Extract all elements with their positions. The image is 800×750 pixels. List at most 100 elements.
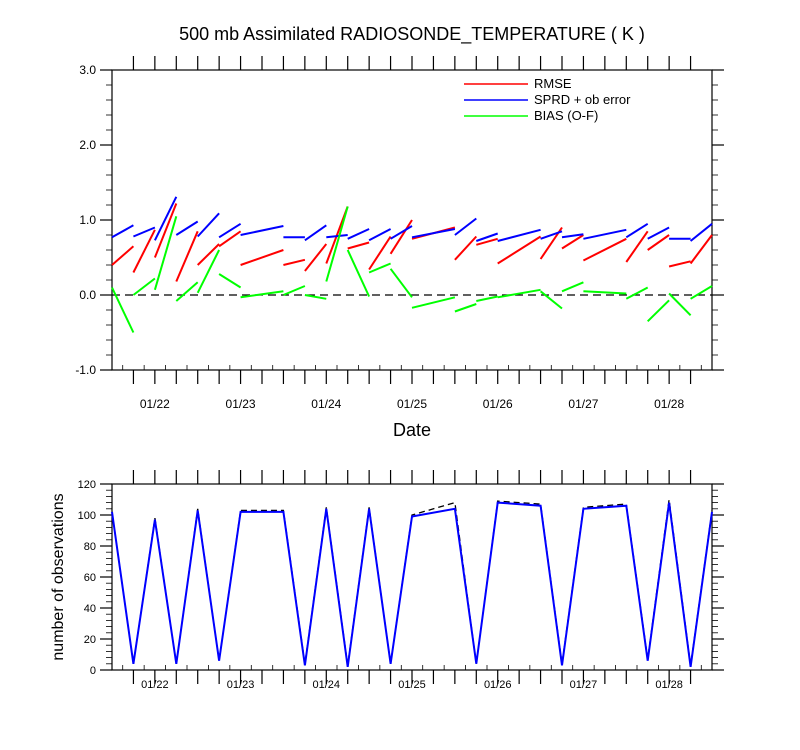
series-segment-bias-o-f [132, 277, 156, 296]
series-segment-bias-o-f [368, 262, 391, 274]
series-segment-sprd-ob-error [111, 224, 134, 239]
top-plot-panel: 01/22 01/23 01/24 01/25 01/26 01/27 01/28 -1.0 0… [75, 56, 724, 411]
series-segment-bias-o-f [283, 285, 306, 296]
series-segment-bias-o-f [325, 206, 349, 282]
series-segment-rmse [283, 258, 306, 266]
x-tick-label: 01/23 [226, 397, 256, 411]
series-segment-sprd-ob-error [689, 223, 713, 242]
series-segment-sprd-ob-error [411, 228, 456, 239]
series-segment-bias-o-f [476, 295, 498, 302]
series-segment-sprd-ob-error [583, 228, 627, 240]
series-segment-rmse [582, 237, 627, 262]
y-tick-label: 2.0 [79, 138, 96, 152]
series-segment-rmse [196, 243, 220, 266]
series-segment-bias-o-f [497, 288, 541, 299]
series-segment-rmse [647, 234, 670, 251]
series-segment-bias-o-f [539, 290, 563, 310]
series-sprd-ob-error [111, 196, 713, 242]
series-segment-sprd-ob-error [240, 225, 284, 236]
series-segment-sprd-ob-error [540, 230, 563, 240]
series-segment-rmse [625, 230, 649, 263]
x-tick-label: 01/25 [398, 679, 426, 691]
series-segment-sprd-ob-error [625, 222, 649, 239]
series-segment-bias-o-f [153, 216, 178, 291]
y-tick-label: 100 [78, 510, 96, 522]
series-bias-o-f [111, 206, 713, 333]
series-segment-bias-o-f [411, 296, 456, 309]
series-segment-sprd-ob-error [175, 220, 199, 236]
plot-frame [111, 483, 713, 671]
series-segment-rmse [389, 219, 413, 255]
x-tick-label: 01/28 [655, 679, 683, 691]
series-segment-bias-o-f [346, 249, 371, 297]
series-segment-sprd-ob-error [154, 196, 178, 241]
series-segment-sprd-ob-error [326, 234, 348, 239]
y-tick-label: 3.0 [79, 63, 96, 77]
series-segment-rmse [218, 230, 242, 248]
series-segment-bias-o-f [454, 303, 477, 313]
series-segment-rmse [454, 235, 478, 261]
series-observations-dashed [111, 499, 713, 666]
series-segment-rmse [304, 243, 328, 272]
legend-label: RMSE [534, 76, 572, 91]
series-segment-rmse [240, 249, 284, 266]
series-segment-rmse [132, 229, 156, 273]
y-tick-label: 20 [84, 634, 96, 646]
series-segment-rmse [561, 234, 584, 250]
series-segment-bias-o-f [646, 299, 670, 323]
y-tick-label: 1.0 [79, 213, 96, 227]
x-tick-label: 01/27 [570, 679, 598, 691]
y-tick-label: 0 [90, 665, 96, 677]
series-rmse [111, 203, 713, 282]
series-segment-rmse [111, 245, 135, 266]
y-tick-label: 40 [84, 603, 96, 615]
series-segment-bias-o-f [111, 287, 135, 333]
x-tick-label: 01/26 [483, 397, 513, 411]
x-tick-label: 01/22 [141, 679, 169, 691]
x-tick-label: 01/28 [654, 397, 684, 411]
series-segment-rmse [347, 241, 370, 250]
series-segment-bias-o-f [583, 290, 627, 295]
x-tick-label: 01/27 [568, 397, 598, 411]
series-segment-rmse [476, 237, 498, 246]
y-tick-label: 0.0 [79, 288, 96, 302]
series-segment-sprd-ob-error [497, 228, 541, 242]
x-tick-label: 01/22 [140, 397, 170, 411]
series-segment-sprd-ob-error [390, 225, 413, 240]
series-segment-bias-o-f [240, 290, 284, 299]
bottom-plot-panel: 01/22 01/23 01/24 01/25 01/26 01/27 01/28 0 20 40… [78, 470, 724, 691]
series-segment-bias-o-f [625, 286, 649, 300]
series-segment-rmse [497, 235, 542, 265]
series-segment-bias-o-f [668, 292, 692, 317]
series-segment-sprd-ob-error [196, 212, 220, 238]
y-tick-label: 80 [84, 541, 96, 553]
series-segment-rmse [668, 260, 691, 268]
x-tick-label: 01/24 [313, 679, 341, 691]
series-segment-bias-o-f [690, 285, 713, 300]
series-segment-sprd-ob-error [347, 228, 370, 240]
series-segment-sprd-ob-error [133, 226, 156, 238]
series-segment-bias-o-f [561, 281, 584, 293]
series-segment-rmse [689, 234, 713, 265]
series-segment-bias-o-f [175, 281, 199, 302]
legend-label: BIAS (O-F) [534, 108, 598, 123]
series-segment-sprd-ob-error [218, 222, 242, 239]
x-tick-label: 01/25 [397, 397, 427, 411]
series-segment-sprd-ob-error [647, 226, 670, 240]
y-tick-label: 60 [84, 572, 96, 584]
series-observations-blue [111, 501, 713, 668]
series-segment-sprd-ob-error [454, 217, 477, 236]
chart-title: 500 mb Assimilated RADIOSONDE_TEMPERATUR… [179, 24, 645, 45]
y-tick-label: 120 [78, 479, 96, 491]
legend-label: SPRD + ob error [534, 92, 631, 107]
bottom-yaxis-title: number of observations [50, 493, 67, 660]
series-segment-bias-o-f [218, 273, 242, 289]
series-segment-bias-o-f [304, 294, 327, 300]
series-segment-bias-o-f [389, 268, 413, 298]
series-segment-rmse [368, 235, 392, 271]
x-tick-label: 01/24 [311, 397, 341, 411]
series-segment-sprd-ob-error [368, 228, 392, 242]
series-segment-rmse [153, 203, 178, 258]
